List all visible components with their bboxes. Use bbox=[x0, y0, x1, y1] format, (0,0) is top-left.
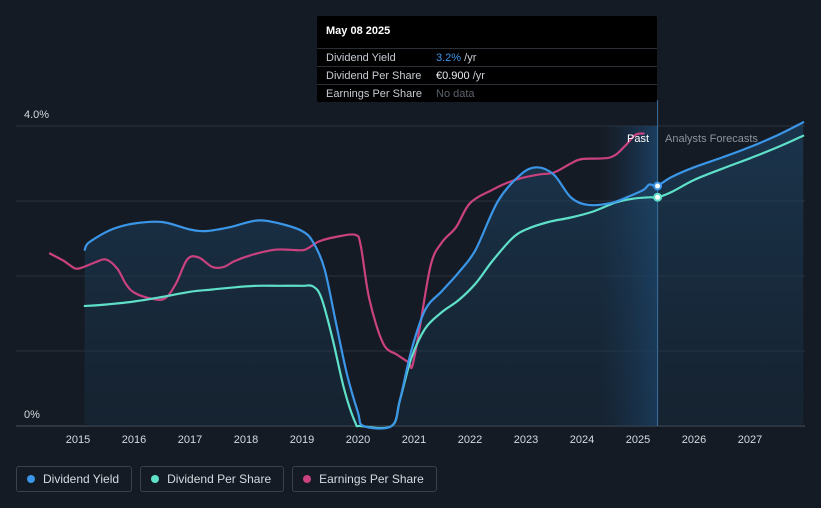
x-tick-label: 2025 bbox=[626, 434, 650, 446]
tooltip: May 08 2025 Dividend Yield 3.2% /yr Divi… bbox=[317, 16, 657, 102]
tooltip-date: May 08 2025 bbox=[326, 25, 391, 37]
x-axis-ticks: 2015 2016 2017 2018 2019 2020 2021 2022 2023 2024… bbox=[66, 434, 762, 446]
legend-dot-dividend-yield bbox=[27, 475, 35, 483]
legend-item-earnings-per-share[interactable]: Earnings Per Share bbox=[292, 466, 437, 492]
x-tick-label: 2026 bbox=[682, 434, 706, 446]
marker-dividend-per-share bbox=[653, 192, 663, 202]
marker-dividend-yield bbox=[653, 181, 663, 191]
x-tick-label: 2024 bbox=[570, 434, 594, 446]
tooltip-row-earnings-per-share: Earnings Per Share No data bbox=[317, 84, 657, 103]
past-label: Past bbox=[627, 133, 649, 145]
tooltip-value: No data bbox=[436, 88, 475, 100]
legend-dot-dividend-per-share bbox=[151, 475, 160, 483]
x-tick-label: 2027 bbox=[738, 434, 762, 446]
tooltip-unit: /yr bbox=[461, 52, 477, 64]
forecast-label: Analysts Forecasts bbox=[665, 133, 758, 145]
x-tick-label: 2018 bbox=[234, 434, 258, 446]
tooltip-row-dividend-yield: Dividend Yield 3.2% /yr bbox=[317, 48, 657, 67]
tooltip-value: 3.2% bbox=[436, 52, 462, 64]
series-line-earnings-per-share bbox=[48, 132, 645, 370]
dividend-yield-area bbox=[84, 122, 804, 429]
x-tick-label: 2015 bbox=[66, 434, 90, 446]
x-tick-label: 2023 bbox=[514, 434, 538, 446]
legend-item-dividend-per-share[interactable]: Dividend Per Share bbox=[140, 466, 285, 492]
x-tick-label: 2022 bbox=[458, 434, 482, 446]
legend-item-dividend-yield[interactable]: Dividend Yield bbox=[16, 466, 133, 492]
x-tick-label: 2017 bbox=[178, 434, 202, 446]
tooltip-label: Earnings Per Share bbox=[326, 88, 422, 100]
markers bbox=[653, 181, 663, 202]
legend: Dividend Yield Dividend Per Share Earnin… bbox=[16, 466, 437, 494]
legend-label: Dividend Per Share bbox=[167, 472, 272, 486]
legend-dot-earnings-per-share bbox=[303, 475, 312, 483]
x-tick-label: 2020 bbox=[346, 434, 370, 446]
legend-label: Dividend Yield bbox=[43, 472, 120, 486]
y-tick-bottom: 0% bbox=[24, 409, 40, 421]
tooltip-value: €0.900 bbox=[436, 70, 470, 82]
tooltip-unit: /yr bbox=[469, 70, 485, 82]
x-tick-label: 2016 bbox=[122, 434, 146, 446]
y-tick-top: 4.0% bbox=[24, 109, 49, 121]
legend-label: Earnings Per Share bbox=[319, 472, 424, 486]
x-tick-label: 2021 bbox=[402, 434, 426, 446]
dividend-yield-area-fill bbox=[84, 122, 804, 429]
tooltip-label: Dividend Per Share bbox=[326, 70, 422, 82]
tooltip-row-dividend-per-share: Dividend Per Share €0.900 /yr bbox=[317, 66, 657, 85]
tooltip-label: Dividend Yield bbox=[326, 52, 396, 64]
x-tick-label: 2019 bbox=[290, 434, 314, 446]
